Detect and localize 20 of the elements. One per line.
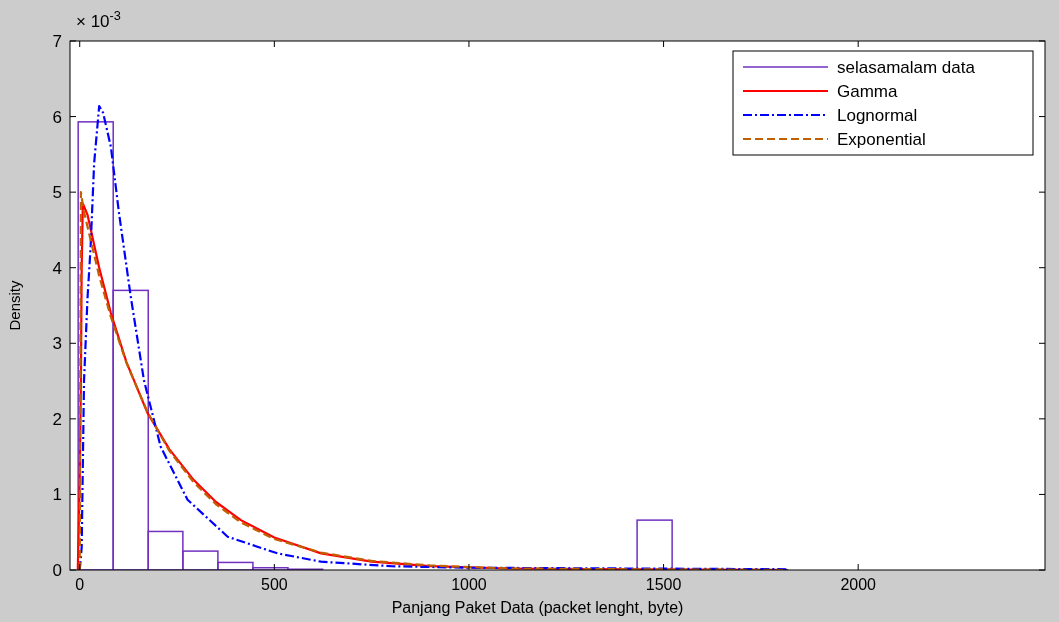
y-tick-label: 7 <box>52 32 62 51</box>
y-tick-label: 0 <box>52 561 62 580</box>
x-tick-label: 1000 <box>451 576 487 593</box>
x-tick-label: 0 <box>75 576 85 593</box>
x-axis-title: Panjang Paket Data (packet lenght, byte) <box>391 599 684 616</box>
y-axis-title: Density <box>6 280 23 331</box>
y-tick-label: 6 <box>52 107 62 127</box>
y-tick-label: 4 <box>52 258 62 278</box>
legend-label: Lognormal <box>837 106 918 125</box>
x-tick-label: 2000 <box>840 576 877 593</box>
y-tick-label: 1 <box>52 485 62 505</box>
text: × 10$^{-3}$ <box>76 7 121 31</box>
y-tick-label: 3 <box>52 334 62 354</box>
x-tick-label: 1500 <box>645 576 682 593</box>
y-tick-label: 5 <box>52 183 62 203</box>
legend-label: Exponential <box>837 130 926 149</box>
legend-label: Gamma <box>837 82 898 101</box>
x-tick-label: 500 <box>260 576 288 593</box>
legend-label: selasamalam data <box>837 58 976 77</box>
y-tick-label: 2 <box>52 409 62 429</box>
